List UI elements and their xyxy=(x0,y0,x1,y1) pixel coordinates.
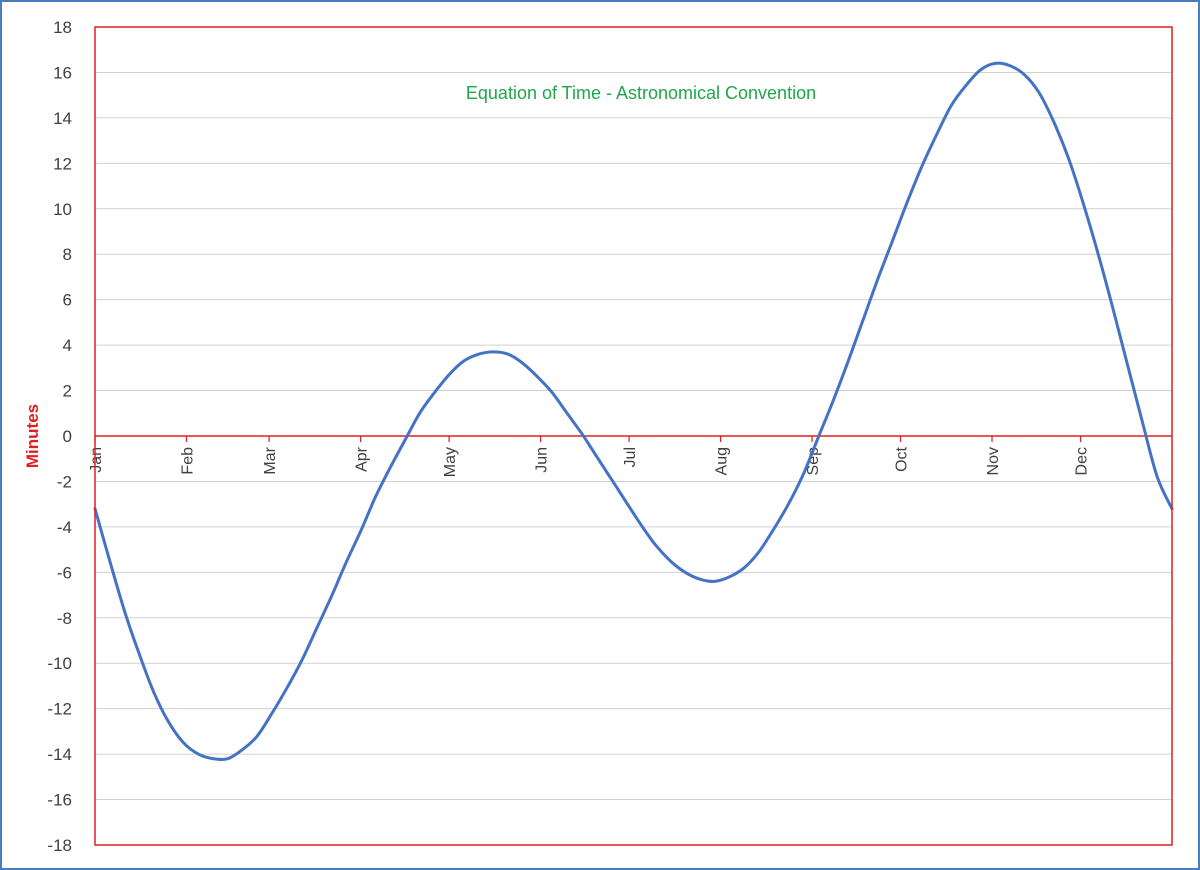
y-tick-label: 6 xyxy=(63,291,72,310)
x-tick-label: Sep xyxy=(805,447,822,476)
y-tick-label: 10 xyxy=(53,200,72,219)
x-tick-group: Feb xyxy=(178,444,197,477)
grid-layer xyxy=(94,71,1172,801)
x-tick-label: Apr xyxy=(354,446,371,472)
x-tick-label: Feb xyxy=(179,447,196,475)
x-tick-label-bg xyxy=(1072,444,1091,477)
x-tick-label: Jul xyxy=(622,447,639,467)
x-tick-group: Sep xyxy=(804,444,823,477)
x-tick-group: Jun xyxy=(532,444,551,477)
x-tick-label-bg xyxy=(621,444,640,477)
y-tick-label: 16 xyxy=(53,63,72,82)
x-tick-label: Jun xyxy=(534,447,551,473)
x-tick-label-bg xyxy=(532,444,551,477)
series-line-0 xyxy=(93,61,1174,762)
x-tick-label: Dec xyxy=(1074,447,1091,475)
x-tick-label: Aug xyxy=(714,447,731,475)
y-tick-label: -18 xyxy=(47,836,72,855)
x-tick-label-bg xyxy=(441,444,460,477)
chart-title: Equation of Time - Astronomical Conventi… xyxy=(466,83,816,103)
x-tick-label-bg xyxy=(892,444,911,477)
x-tick-label-bg xyxy=(178,444,197,477)
y-tick-label: -16 xyxy=(47,791,72,810)
x-tick-label-bg xyxy=(984,444,1003,477)
x-tick-label: May xyxy=(442,447,459,477)
x-axis: Jan Feb Mar Apr May Jun Jul Aug Sep Oct Nov Dec xyxy=(87,444,1091,477)
x-tick-group: Jan xyxy=(87,444,105,477)
series-layer xyxy=(93,61,1174,762)
x-tick-label-bg xyxy=(352,444,371,477)
x-tick-group: Apr xyxy=(352,444,371,477)
y-tick-label: 8 xyxy=(63,245,72,264)
y-tick-label: -2 xyxy=(57,472,72,491)
x-tick-label: Oct xyxy=(894,446,911,471)
plot-border xyxy=(94,26,1173,846)
x-tick-group: May xyxy=(441,444,460,477)
x-tick-label-bg xyxy=(712,444,731,477)
y-tick-label: -4 xyxy=(57,518,72,537)
y-tick-label: 14 xyxy=(53,109,72,128)
x-tick-label-bg xyxy=(87,444,105,477)
y-tick-label: -14 xyxy=(47,745,72,764)
y-tick-label: 4 xyxy=(63,336,72,355)
y-tick-label: 12 xyxy=(53,154,72,173)
y-tick-label: 18 xyxy=(53,18,72,37)
y-tick-label: 0 xyxy=(63,427,72,446)
x-tick-group: Jul xyxy=(621,444,640,477)
y-tick-label: -8 xyxy=(57,609,72,628)
y-tick-label: -10 xyxy=(47,654,72,673)
y-axis: 18 16 14 12 10 8 6 4 2 0 -2 -4 -6 -8 -10 -12 -14 -16 -18 xyxy=(47,18,72,855)
x-tick-group: Aug xyxy=(712,444,731,477)
x-tick-group: Nov xyxy=(984,444,1003,477)
x-tick-group: Oct xyxy=(892,444,911,477)
y-tick-label: 2 xyxy=(63,382,72,401)
x-tick-label: Jan xyxy=(88,447,105,473)
x-tick-group: Mar xyxy=(261,444,280,477)
x-tick-group: Dec xyxy=(1072,444,1091,477)
x-tick-label-bg xyxy=(804,444,823,477)
x-tick-label: Nov xyxy=(985,447,1002,475)
y-tick-label: -12 xyxy=(47,700,72,719)
y-axis-label: Minutes xyxy=(23,404,42,468)
x-tick-label-bg xyxy=(261,444,280,477)
y-tick-label: -6 xyxy=(57,563,72,582)
x-tick-label: Mar xyxy=(262,446,279,474)
